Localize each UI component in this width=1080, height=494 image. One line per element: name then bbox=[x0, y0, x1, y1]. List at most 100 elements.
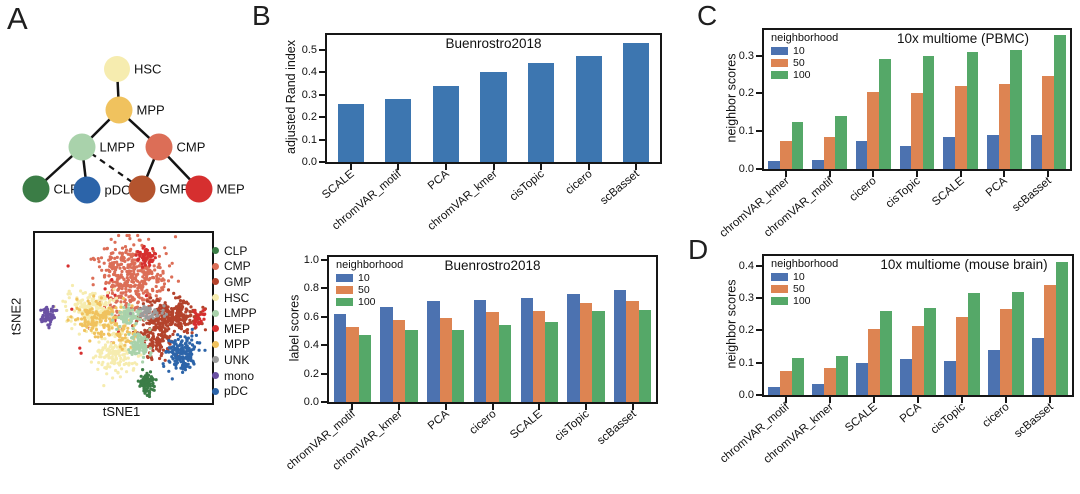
tsne-point-CMP bbox=[155, 280, 159, 284]
x-tick-mark bbox=[828, 171, 831, 177]
tsne-point-MPP bbox=[90, 307, 94, 311]
tsne-point-HSC bbox=[77, 332, 81, 336]
tsne-point-CMP bbox=[109, 251, 113, 256]
tsne-point-pDC bbox=[162, 364, 166, 368]
tsne-point-GMP bbox=[150, 303, 154, 307]
bar-cisTopic-50 bbox=[579, 302, 593, 402]
tsne-point-GMP bbox=[179, 324, 184, 329]
tsne-point-CMP bbox=[91, 283, 95, 287]
tsne-point-CMP bbox=[115, 255, 119, 259]
tsne-point-MEP bbox=[136, 258, 140, 262]
y-tick-label: 0.2 bbox=[301, 111, 317, 124]
y-tick-mark bbox=[756, 92, 762, 95]
tsne-point-CMP bbox=[157, 265, 161, 269]
tsne-point-MPP bbox=[120, 337, 124, 341]
tsne-legend-dot-LMPP bbox=[212, 309, 219, 317]
tsne-point-GMP bbox=[149, 296, 153, 300]
tsne-point-CMP bbox=[136, 289, 140, 293]
bar-PCA-50 bbox=[912, 325, 924, 395]
tsne-point-CMP bbox=[157, 254, 161, 258]
tsne-point-HSC bbox=[132, 367, 136, 371]
tsne-point-HSC bbox=[99, 349, 103, 353]
tsne-point-GMP bbox=[163, 358, 167, 362]
tsne-point-GMP bbox=[156, 343, 160, 347]
tsne-point-UNK bbox=[160, 311, 164, 315]
tsne-point-CMP bbox=[119, 294, 123, 298]
x-tick-mark bbox=[397, 164, 400, 170]
tsne-point-LMPP bbox=[131, 336, 135, 340]
bar-chromVAR_kmer-50 bbox=[392, 319, 406, 402]
tsne-point-MEP bbox=[202, 317, 206, 321]
tsne-legend-label: pDC bbox=[224, 384, 249, 399]
chart-10x-multiome-pbmc: 0.0 0.1 0.2 0.3 10x multiome (PBMC) neighborh… bbox=[739, 28, 1072, 177]
tsne-point-pDC bbox=[172, 362, 177, 366]
tsne-point-mono bbox=[51, 304, 55, 309]
tsne-point-CMP bbox=[119, 262, 123, 266]
tsne-point-CMP bbox=[124, 284, 128, 288]
tsne-point-HSC bbox=[109, 344, 113, 348]
y-tick-mark bbox=[756, 264, 762, 267]
chart-legend-label: 50 bbox=[793, 283, 805, 295]
tsne-point-pDC bbox=[190, 338, 194, 342]
tsne-point-MPP bbox=[88, 301, 92, 306]
tsne-point-CMP bbox=[129, 285, 133, 289]
tsne-point-pDC bbox=[191, 360, 195, 365]
tsne-point-CMP bbox=[112, 272, 116, 276]
chart-10x-multiome-mouse-brain: 0.0 0.1 0.2 0.3 0.4 10x multiome (mouse brain… bbox=[739, 254, 1074, 403]
tsne-point-pDC bbox=[184, 345, 188, 349]
tsne-point-MPP bbox=[99, 330, 104, 334]
tsne-point-HSC bbox=[127, 361, 131, 365]
bar-scBasset-50 bbox=[1044, 285, 1056, 395]
tsne-point-GMP bbox=[145, 299, 149, 303]
tsne-point-mono bbox=[41, 313, 45, 318]
tsne-point-CMP bbox=[119, 258, 124, 262]
tsne-point-mono bbox=[47, 326, 51, 330]
chart-legend-item-10: 10 bbox=[771, 271, 838, 283]
tsne-point-HSC bbox=[126, 356, 130, 360]
tree-node-label-CMP: CMP bbox=[177, 140, 206, 155]
tsne-point-CMP bbox=[128, 249, 132, 253]
tsne-point-GMP bbox=[147, 322, 152, 326]
tsne-point-GMP bbox=[151, 349, 155, 353]
tsne-plot bbox=[33, 231, 214, 405]
tsne-point-pDC bbox=[177, 354, 181, 358]
tsne-point-UNK bbox=[144, 315, 148, 319]
tsne-point-CMP bbox=[108, 255, 112, 259]
tsne-point-CMP bbox=[131, 280, 136, 284]
tsne-point-CMP bbox=[139, 285, 143, 289]
x-tick-label: PCA bbox=[425, 408, 452, 433]
tsne-point-LMPP bbox=[122, 305, 126, 309]
tsne-legend-item-GMP: GMP bbox=[212, 274, 257, 290]
chart-legend-item-100: 100 bbox=[336, 296, 403, 308]
tsne-point-MPP bbox=[95, 316, 99, 320]
tsne-point-GMP bbox=[184, 310, 188, 314]
tsne-point-pDC bbox=[184, 342, 188, 346]
tsne-point-CMP bbox=[131, 272, 135, 276]
tsne-point-GMP bbox=[183, 323, 188, 327]
tsne-point-MEP bbox=[142, 256, 146, 260]
tsne-point-HSC bbox=[72, 309, 77, 313]
tsne-point-MPP bbox=[107, 306, 111, 310]
tsne-point-CMP bbox=[115, 299, 119, 303]
tsne-point-MPP bbox=[76, 317, 80, 321]
tsne-point-MPP bbox=[99, 335, 103, 339]
tsne-point-GMP bbox=[176, 296, 180, 300]
tsne-point-CMP bbox=[96, 257, 100, 261]
tsne-point-CMP bbox=[136, 269, 140, 273]
tsne-point-MPP bbox=[82, 316, 87, 320]
tsne-point-HSC bbox=[116, 370, 120, 374]
c-y-axis-label: neighbor scores bbox=[724, 53, 739, 142]
tsne-point-pDC bbox=[171, 348, 175, 352]
y-tick-label: 0.4 bbox=[738, 259, 754, 272]
tsne-point-GMP bbox=[148, 330, 152, 334]
tsne-point-MEP bbox=[153, 252, 158, 256]
tsne-point-HSC bbox=[81, 291, 85, 295]
chart-legend: neighborhood 10 50 100 bbox=[771, 258, 838, 307]
tsne-point-HSC bbox=[91, 301, 95, 305]
tsne-point-HSC bbox=[70, 283, 75, 288]
tsne-point-MEP bbox=[153, 256, 157, 260]
tsne-x-axis-label: tSNE1 bbox=[102, 404, 141, 419]
x-tick-mark bbox=[635, 164, 638, 170]
tsne-point-CMP bbox=[159, 273, 163, 278]
y-tick-mark bbox=[756, 54, 762, 57]
